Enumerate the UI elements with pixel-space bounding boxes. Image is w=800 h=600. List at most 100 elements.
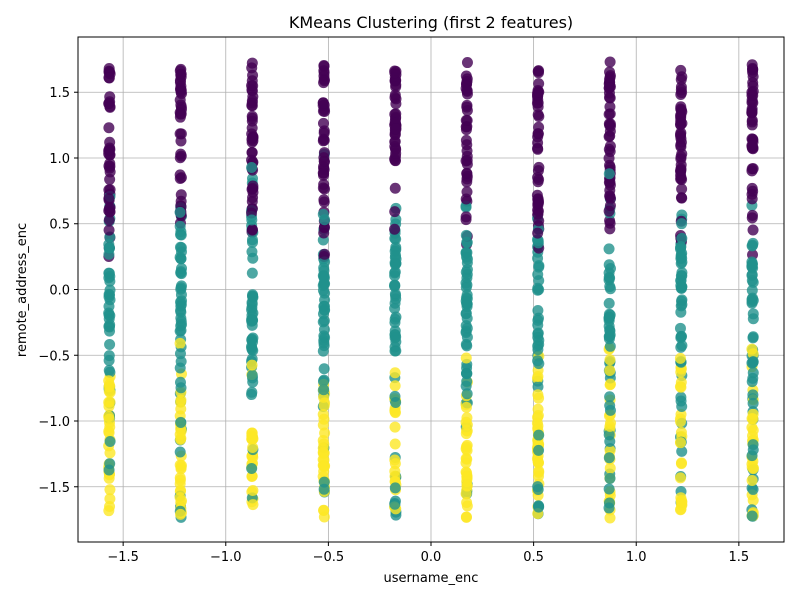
data-point-cluster-2	[389, 367, 401, 379]
data-point-cluster-1	[603, 297, 615, 309]
data-point-cluster-2	[389, 380, 401, 392]
data-point-cluster-0	[532, 109, 544, 121]
data-point-cluster-0	[174, 152, 186, 164]
data-point-cluster-1	[604, 330, 616, 342]
data-point-cluster-0	[103, 193, 115, 205]
data-point-cluster-2	[175, 463, 187, 475]
data-point-cluster-2	[604, 512, 616, 524]
data-point-cluster-0	[675, 192, 687, 204]
data-point-cluster-0	[604, 146, 616, 158]
data-point-cluster-2	[747, 494, 759, 506]
data-point-cluster-2	[175, 425, 187, 437]
scatter-points	[103, 56, 759, 524]
data-point-cluster-0	[175, 86, 187, 98]
data-point-cluster-0	[389, 223, 401, 235]
data-point-cluster-1	[603, 483, 615, 495]
data-point-cluster-1	[246, 162, 258, 174]
data-point-cluster-0	[104, 184, 116, 196]
data-point-cluster-2	[460, 511, 472, 523]
data-point-cluster-0	[676, 87, 688, 99]
data-point-cluster-2	[604, 365, 616, 377]
data-point-cluster-2	[532, 371, 544, 383]
data-point-cluster-0	[318, 75, 330, 87]
data-point-cluster-1	[389, 302, 401, 314]
x-tick-label: 0.5	[523, 550, 544, 565]
data-point-cluster-2	[104, 447, 116, 459]
data-point-cluster-0	[532, 67, 544, 79]
data-point-cluster-0	[746, 116, 758, 128]
data-point-cluster-1	[746, 260, 758, 272]
data-point-cluster-0	[747, 224, 759, 236]
data-point-cluster-2	[674, 416, 686, 428]
data-point-cluster-1	[746, 296, 758, 308]
data-point-cluster-2	[461, 419, 473, 431]
data-point-cluster-0	[390, 147, 402, 159]
data-point-cluster-1	[604, 391, 616, 403]
data-point-cluster-0	[246, 122, 258, 134]
data-point-cluster-1	[460, 308, 472, 320]
data-point-cluster-1	[460, 277, 472, 289]
data-point-cluster-2	[746, 474, 758, 486]
x-tick-label: −1.5	[107, 550, 139, 565]
data-point-cluster-0	[460, 214, 472, 226]
data-point-cluster-1	[604, 340, 616, 352]
data-point-cluster-1	[247, 345, 259, 357]
data-point-cluster-1	[390, 293, 402, 305]
data-point-cluster-2	[533, 465, 545, 477]
data-point-cluster-0	[318, 125, 330, 137]
data-point-cluster-1	[389, 279, 401, 291]
data-point-cluster-2	[747, 348, 759, 360]
data-point-cluster-0	[246, 95, 258, 107]
data-point-cluster-1	[533, 284, 545, 296]
chart-title: KMeans Clustering (first 2 features)	[289, 13, 573, 32]
data-point-cluster-2	[675, 457, 687, 469]
data-point-cluster-1	[247, 315, 259, 327]
data-point-cluster-1	[533, 501, 545, 513]
data-point-cluster-2	[532, 457, 544, 469]
data-point-cluster-1	[746, 450, 758, 462]
data-point-cluster-1	[461, 236, 473, 248]
data-point-cluster-0	[461, 84, 473, 96]
data-point-cluster-1	[389, 390, 401, 402]
data-point-cluster-0	[746, 165, 758, 177]
data-point-cluster-2	[247, 499, 259, 511]
data-point-cluster-2	[389, 406, 401, 418]
data-point-cluster-1	[389, 251, 401, 263]
data-point-cluster-2	[318, 400, 330, 412]
data-point-cluster-1	[103, 355, 115, 367]
data-point-cluster-2	[389, 438, 401, 450]
y-tick-label: −1.0	[38, 415, 70, 430]
data-point-cluster-1	[533, 429, 545, 441]
data-point-cluster-2	[461, 476, 473, 488]
data-point-cluster-1	[318, 384, 330, 396]
data-point-cluster-1	[246, 267, 258, 279]
data-point-cluster-1	[676, 340, 688, 352]
data-point-cluster-1	[676, 247, 688, 259]
data-point-cluster-1	[747, 389, 759, 401]
data-point-cluster-0	[603, 82, 615, 94]
data-point-cluster-1	[103, 300, 115, 312]
data-point-cluster-1	[174, 362, 186, 374]
data-point-cluster-1	[175, 417, 187, 429]
data-point-cluster-0	[317, 97, 329, 109]
data-point-cluster-1	[389, 498, 401, 510]
data-point-cluster-0	[461, 101, 473, 113]
data-point-cluster-1	[390, 241, 402, 253]
data-point-cluster-1	[461, 289, 473, 301]
data-point-cluster-0	[461, 158, 473, 170]
data-point-cluster-1	[247, 291, 259, 303]
y-tick-label: 0.0	[49, 284, 70, 299]
data-point-cluster-0	[746, 209, 758, 221]
y-tick-label: −0.5	[38, 349, 70, 364]
data-point-cluster-0	[675, 172, 687, 184]
data-point-cluster-1	[390, 233, 402, 245]
data-point-cluster-2	[175, 394, 187, 406]
data-point-cluster-0	[390, 81, 402, 93]
data-point-cluster-1	[390, 311, 402, 323]
data-point-cluster-0	[461, 167, 473, 179]
data-point-cluster-0	[533, 215, 545, 227]
data-point-cluster-0	[104, 101, 116, 113]
data-point-cluster-0	[604, 159, 616, 171]
data-point-cluster-1	[318, 483, 330, 495]
data-point-cluster-1	[532, 312, 544, 324]
